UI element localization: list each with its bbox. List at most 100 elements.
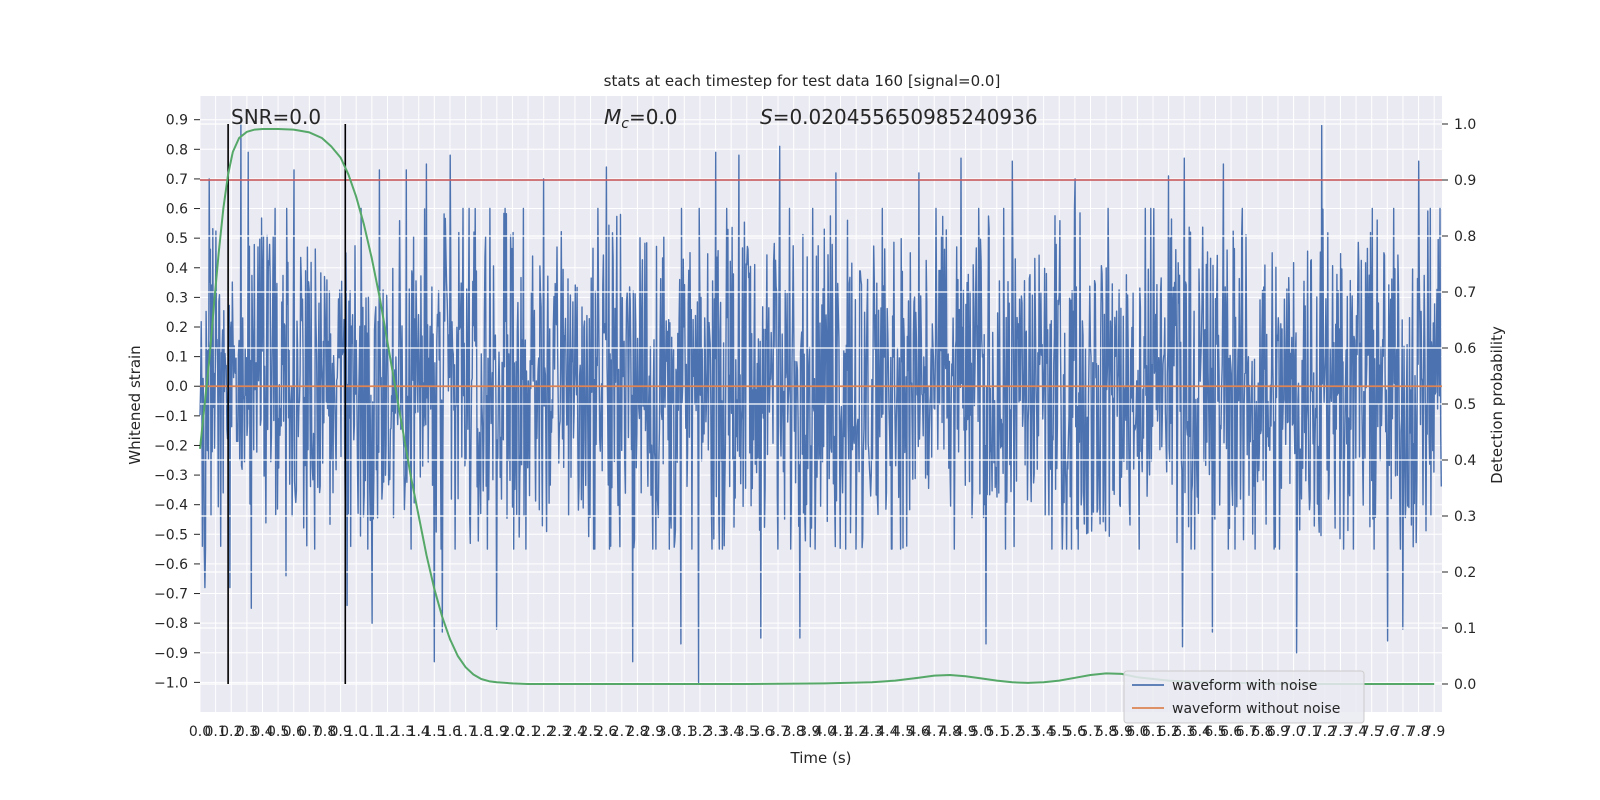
x-tick-label: 1.5 xyxy=(423,724,445,740)
x-tick-label: 4.3 xyxy=(861,724,883,740)
y-tick-label: −0.3 xyxy=(154,468,188,484)
chirp-mass-annotation: Mc=0.0 xyxy=(604,105,678,132)
y2-tick-label: 0.0 xyxy=(1454,677,1476,693)
y2-tick-label: 1.0 xyxy=(1454,117,1476,133)
x-tick-label: 0.6 xyxy=(283,724,305,740)
x-tick-label: 0.4 xyxy=(251,724,273,740)
x-tick-label: 5.6 xyxy=(1064,724,1086,740)
x-tick-label: 6.3 xyxy=(1173,724,1195,740)
x-tick-label: 0.9 xyxy=(329,724,351,740)
x-tick-label: 6.4 xyxy=(1189,724,1211,740)
x-tick-label: 1.3 xyxy=(392,724,414,740)
x-tick-label: 0.8 xyxy=(314,724,336,740)
y-tick-label: 0.7 xyxy=(166,172,188,188)
y2-tick-label: 0.1 xyxy=(1454,621,1476,637)
x-tick-label: 4.8 xyxy=(939,724,961,740)
y-tick-label: 0.4 xyxy=(166,261,188,277)
x-tick-label: 1.1 xyxy=(361,724,383,740)
legend: waveform with noise waveform without noi… xyxy=(1123,670,1365,724)
x-tick-label: 7.2 xyxy=(1314,724,1336,740)
x-tick-label: 5.8 xyxy=(1095,724,1117,740)
x-tick-label: 7.0 xyxy=(1282,724,1304,740)
y-tick-label: −0.7 xyxy=(154,587,188,603)
x-tick-label: 0.3 xyxy=(236,724,258,740)
y-tick-label: −1.0 xyxy=(154,675,188,691)
x-tick-label: 5.7 xyxy=(1079,724,1101,740)
x-tick-label: 2.0 xyxy=(501,724,523,740)
x-tick-label: 3.0 xyxy=(658,724,680,740)
noisy-waveform-line xyxy=(199,119,1442,684)
x-tick-label: 2.1 xyxy=(517,724,539,740)
axis-ticks: 0.00.10.20.30.40.50.60.70.80.91.01.11.21… xyxy=(154,113,1445,740)
x-tick-label: 3.8 xyxy=(783,724,805,740)
y2-tick-label: 0.5 xyxy=(1454,397,1476,413)
x-tick-label: 2.8 xyxy=(626,724,648,740)
x-tick-label: 5.2 xyxy=(1001,724,1023,740)
y-tick-label: −0.5 xyxy=(154,527,188,543)
x-tick-label: 1.6 xyxy=(439,724,461,740)
x-tick-label: 7.6 xyxy=(1376,724,1398,740)
x-tick-label: 3.3 xyxy=(704,724,726,740)
detection-probability-line xyxy=(199,128,1435,685)
x-tick-label: 7.7 xyxy=(1392,724,1414,740)
x-tick-label: 5.1 xyxy=(986,724,1008,740)
x-tick-label: 6.8 xyxy=(1251,724,1273,740)
x-tick-label: 7.9 xyxy=(1423,724,1445,740)
y-tick-label: 0.8 xyxy=(166,142,188,158)
x-tick-label: 6.6 xyxy=(1220,724,1242,740)
y-tick-label: −0.6 xyxy=(154,557,188,573)
y-tick-label: 0.5 xyxy=(166,231,188,247)
x-tick-label: 7.5 xyxy=(1361,724,1383,740)
x-tick-label: 0.0 xyxy=(189,724,211,740)
x-tick-label: 2.7 xyxy=(611,724,633,740)
x-tick-label: 2.5 xyxy=(579,724,601,740)
legend-label-noisy: waveform with noise xyxy=(1172,678,1317,694)
x-tick-label: 6.7 xyxy=(1236,724,1258,740)
x-tick-label: 5.0 xyxy=(970,724,992,740)
y-tick-label: −0.8 xyxy=(154,616,188,632)
x-tick-label: 3.2 xyxy=(689,724,711,740)
x-tick-label: 4.0 xyxy=(814,724,836,740)
x-tick-label: 4.5 xyxy=(892,724,914,740)
y2-tick-label: 0.4 xyxy=(1454,453,1476,469)
x-tick-label: 0.2 xyxy=(220,724,242,740)
x-tick-label: 1.8 xyxy=(470,724,492,740)
y2-tick-label: 0.7 xyxy=(1454,285,1476,301)
series-waveform-with-noise xyxy=(199,119,1442,684)
series-detection-probability xyxy=(199,128,1435,685)
x-tick-label: 3.1 xyxy=(673,724,695,740)
y2-tick-label: 0.9 xyxy=(1454,173,1476,189)
y2-tick-label: 0.2 xyxy=(1454,565,1476,581)
x-tick-label: 4.2 xyxy=(845,724,867,740)
x-tick-label: 2.3 xyxy=(548,724,570,740)
x-tick-label: 4.6 xyxy=(908,724,930,740)
x-tick-label: 5.3 xyxy=(1017,724,1039,740)
x-tick-label: 1.9 xyxy=(486,724,508,740)
y-tick-label: 0.6 xyxy=(166,202,188,218)
y-tick-label: −0.9 xyxy=(154,646,188,662)
x-tick-label: 2.2 xyxy=(533,724,555,740)
statistic-annotation: S=0.020455650985240936 xyxy=(760,105,1038,129)
x-tick-label: 7.4 xyxy=(1345,724,1367,740)
x-tick-label: 3.7 xyxy=(767,724,789,740)
legend-label-clean: waveform without noise xyxy=(1172,701,1340,717)
x-tick-label: 0.1 xyxy=(204,724,226,740)
y2-tick-label: 0.3 xyxy=(1454,509,1476,525)
x-tick-label: 2.6 xyxy=(595,724,617,740)
x-tick-label: 3.4 xyxy=(720,724,742,740)
y-tick-label: 0.9 xyxy=(166,113,188,129)
y-tick-label: −0.1 xyxy=(154,409,188,425)
x-tick-label: 2.9 xyxy=(642,724,664,740)
snr-annotation: SNR=0.0 xyxy=(231,105,321,129)
y2-axis-label: Detection probability xyxy=(1488,326,1506,484)
x-tick-label: 4.9 xyxy=(954,724,976,740)
x-tick-label: 4.7 xyxy=(923,724,945,740)
x-tick-label: 6.9 xyxy=(1267,724,1289,740)
x-tick-label: 5.4 xyxy=(1032,724,1054,740)
y-axis-label: Whitened strain xyxy=(126,345,144,464)
x-tick-label: 3.9 xyxy=(798,724,820,740)
y-tick-label: 0.1 xyxy=(166,350,188,366)
x-tick-label: 0.5 xyxy=(267,724,289,740)
x-tick-label: 1.0 xyxy=(345,724,367,740)
